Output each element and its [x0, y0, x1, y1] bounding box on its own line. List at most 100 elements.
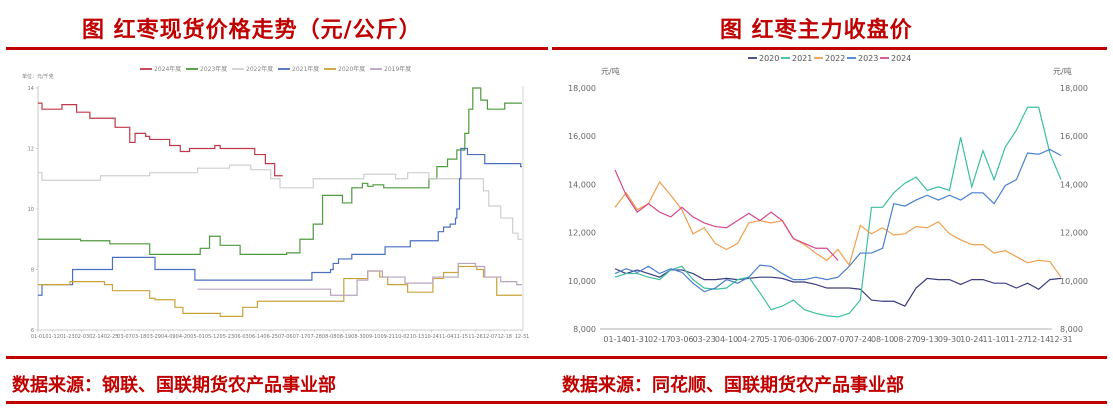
left-x-tick-label: 02-03	[75, 334, 90, 340]
right-x-tick-label: 03-06	[670, 335, 693, 344]
left-series-line-2019年度	[197, 262, 522, 296]
left-y-tick-label: 14	[28, 86, 34, 92]
right-legend-label: 2021	[792, 54, 812, 63]
right-y-tick-label-right: 8,000	[1060, 325, 1083, 334]
right-y-tick-label-left: 16,000	[568, 132, 596, 141]
right-x-tick-label: 07-07	[826, 335, 849, 344]
left-x-tick-label: 06-14	[249, 334, 264, 340]
right-x-tick-label: 12-31	[1049, 335, 1072, 344]
left-x-tick-label: 08-30	[351, 334, 366, 340]
left-x-tick-label: 07-06	[278, 334, 293, 340]
right-x-tick-label: 01-14	[603, 335, 626, 344]
left-x-tick-label: 01-01	[31, 334, 46, 340]
right-x-tick-label: 10-24	[960, 335, 983, 344]
left-legend-label: 2023年度	[200, 65, 227, 73]
left-legend-label: 2024年度	[154, 65, 181, 73]
left-y-tick-label: 8	[31, 268, 34, 274]
right-x-tick-label: 09-13	[916, 335, 939, 344]
left-x-tick-label: 03-18	[132, 334, 147, 340]
right-x-tick-label: 04-27	[737, 335, 760, 344]
left-x-tick-label: 10-24	[424, 334, 439, 340]
left-legend-label: 2020年度	[338, 65, 365, 73]
left-series-line-2020年度	[38, 265, 522, 317]
right-legend-label: 2022	[825, 54, 845, 63]
left-x-tick-label: 05-01	[190, 334, 205, 340]
left-x-tick-label: 12-07	[483, 334, 498, 340]
left-unit-label: 单位：元/千克	[22, 73, 54, 80]
left-x-tick-label: 09-10	[366, 334, 381, 340]
right-x-tick-label: 07-24	[849, 335, 872, 344]
left-y-tick-label: 10	[28, 207, 34, 213]
left-series-line-2023年度	[38, 87, 522, 255]
right-x-tick-label: 08-10	[871, 335, 894, 344]
right-y-tick-label-right: 10,000	[1060, 277, 1088, 286]
left-title-divider	[6, 47, 548, 50]
left-series-line-2024年度	[38, 102, 283, 177]
right-x-tick-label: 03-23	[693, 335, 716, 344]
right-y-tick-label-right: 18,000	[1060, 84, 1088, 93]
right-series-line-2021	[614, 106, 1062, 318]
left-x-tick-label: 02-25	[104, 334, 119, 340]
right-y-tick-label-right: 14,000	[1060, 180, 1088, 189]
right-series-line-2023	[614, 148, 1062, 293]
right-y-tick-label-right: 16,000	[1060, 132, 1088, 141]
right-unit-label-left: 元/吨	[601, 66, 620, 76]
left-x-tick-label: 06-25	[263, 334, 278, 340]
right-x-tick-label: 06-20	[804, 335, 827, 344]
left-legend-label: 2022年度	[246, 65, 273, 73]
left-x-tick-label: 09-21	[380, 334, 395, 340]
right-series-line-2020	[614, 268, 1062, 307]
right-x-tick-label: 08-27	[893, 335, 916, 344]
left-x-tick-label: 12-18	[497, 334, 512, 340]
left-x-tick-label: 12-31	[515, 334, 530, 340]
right-series-line-2022	[614, 180, 1062, 278]
right-x-tick-label: 09-30	[938, 335, 961, 344]
left-legend-label: 2019年度	[384, 65, 411, 73]
left-x-tick-label: 06-03	[234, 334, 249, 340]
right-x-tick-label: 06-03	[782, 335, 805, 344]
left-x-tick-label: 11-15	[454, 334, 469, 340]
left-x-tick-label: 11-26	[468, 334, 483, 340]
right-x-tick-label: 11-27	[1005, 335, 1028, 344]
right-y-tick-label-left: 14,000	[568, 180, 596, 189]
left-x-tick-label: 05-12	[205, 334, 220, 340]
right-x-tick-label: 11-10	[982, 335, 1005, 344]
left-x-tick-label: 10-02	[395, 334, 410, 340]
left-x-tick-label: 01-23	[60, 334, 75, 340]
right-x-tick-label: 12-14	[1027, 335, 1050, 344]
right-unit-label-right: 元/吨	[1053, 66, 1072, 76]
left-chart-title: 图 红枣现货价格走势（元/公斤）	[82, 18, 422, 43]
right-legend-label: 2020	[759, 54, 779, 63]
left-x-tick-label: 08-19	[337, 334, 352, 340]
left-legend-label: 2021年度	[292, 65, 319, 73]
left-x-tick-label: 02-14	[89, 334, 104, 340]
left-x-tick-label: 01-12	[45, 334, 60, 340]
right-y-tick-label-left: 18,000	[568, 84, 596, 93]
left-x-tick-label: 04-20	[176, 334, 191, 340]
footer-top-divider	[6, 356, 1107, 359]
left-source-note: 数据来源：钢联、国联期货农产品事业部	[12, 375, 336, 396]
left-series-line-2021年度	[38, 147, 522, 296]
right-legend-label: 2023	[858, 54, 878, 63]
right-x-tick-label: 04-10	[715, 335, 738, 344]
right-x-tick-label: 01-31	[626, 335, 649, 344]
right-title-divider	[552, 47, 1107, 50]
left-x-tick-label: 10-13	[410, 334, 425, 340]
left-x-tick-label: 08-08	[322, 334, 337, 340]
right-x-tick-label: 05-17	[759, 335, 782, 344]
right-chart-title: 图 红枣主力收盘价	[720, 18, 913, 43]
left-x-tick-label: 03-07	[117, 334, 132, 340]
right-y-tick-label-left: 10,000	[568, 277, 596, 286]
right-x-tick-label: 02-17	[648, 335, 671, 344]
left-x-tick-label: 07-28	[307, 334, 322, 340]
right-legend-label: 2024	[891, 54, 911, 63]
left-y-tick-label: 6	[31, 328, 34, 334]
footer-bottom-divider	[6, 401, 1107, 404]
left-y-tick-label: 12	[28, 147, 34, 153]
left-series-line-2022年度	[38, 164, 522, 240]
left-x-tick-label: 03-29	[146, 334, 161, 340]
left-x-tick-label: 11-04	[439, 334, 454, 340]
left-x-tick-label: 04-09	[161, 334, 176, 340]
right-series-line-2024	[614, 169, 839, 261]
right-source-note: 数据来源：同花顺、国联期货农产品事业部	[562, 375, 904, 396]
